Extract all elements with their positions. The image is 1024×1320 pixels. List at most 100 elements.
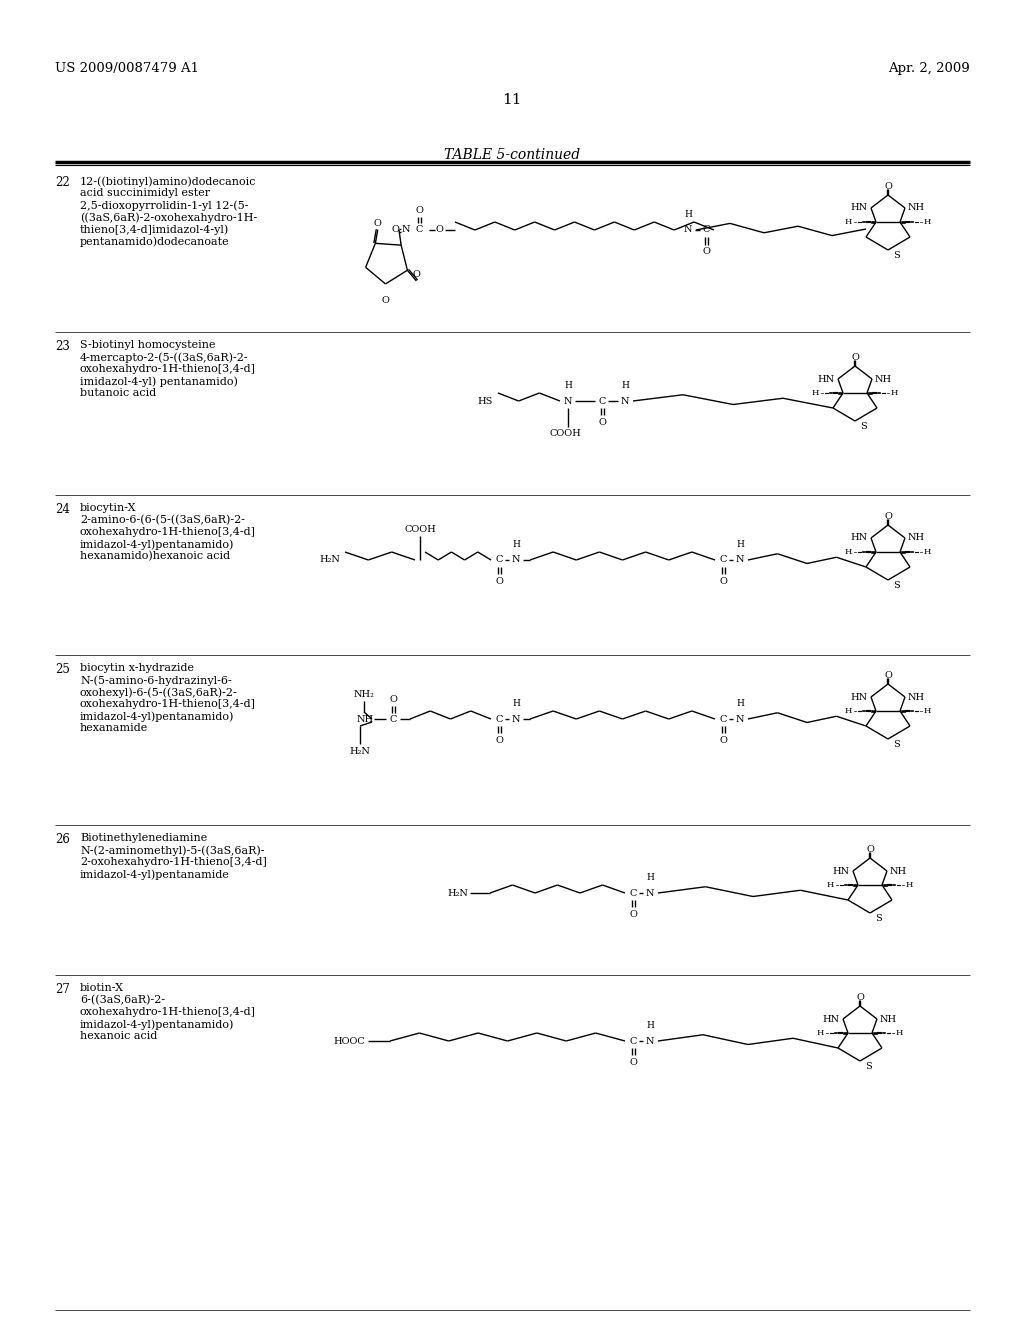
Text: C: C bbox=[719, 556, 727, 565]
Text: H: H bbox=[812, 389, 819, 397]
Text: 12-((biotinyl)amino)dodecanoic: 12-((biotinyl)amino)dodecanoic bbox=[80, 176, 256, 186]
Text: H: H bbox=[924, 708, 932, 715]
Text: O: O bbox=[391, 226, 399, 235]
Text: 2,5-dioxopyrrolidin-1-yl 12-(5-: 2,5-dioxopyrrolidin-1-yl 12-(5- bbox=[80, 201, 249, 211]
Text: N: N bbox=[401, 226, 411, 235]
Text: O: O bbox=[702, 247, 710, 256]
Text: O: O bbox=[495, 737, 503, 744]
Text: COOH: COOH bbox=[549, 429, 581, 438]
Text: HN: HN bbox=[818, 375, 835, 384]
Text: O: O bbox=[495, 577, 503, 586]
Text: H₂N: H₂N bbox=[447, 888, 468, 898]
Text: N-(5-amino-6-hydrazinyl-6-: N-(5-amino-6-hydrazinyl-6- bbox=[80, 675, 231, 685]
Text: O: O bbox=[629, 1059, 637, 1067]
Text: imidazol-4-yl)pentanamido): imidazol-4-yl)pentanamido) bbox=[80, 539, 234, 549]
Text: NH: NH bbox=[908, 693, 925, 701]
Text: 25: 25 bbox=[55, 663, 70, 676]
Text: NH: NH bbox=[908, 203, 925, 213]
Text: H: H bbox=[816, 1030, 824, 1038]
Text: C: C bbox=[496, 714, 503, 723]
Text: N: N bbox=[646, 888, 654, 898]
Text: O: O bbox=[389, 696, 397, 704]
Text: O: O bbox=[884, 671, 892, 680]
Text: biocytin-X: biocytin-X bbox=[80, 503, 136, 513]
Text: HN: HN bbox=[833, 866, 850, 875]
Text: imidazol-4-yl)pentanamide: imidazol-4-yl)pentanamide bbox=[80, 869, 229, 879]
Text: 11: 11 bbox=[502, 92, 522, 107]
Text: C: C bbox=[630, 1036, 637, 1045]
Text: O: O bbox=[435, 226, 443, 235]
Text: O: O bbox=[884, 182, 892, 191]
Text: 26: 26 bbox=[55, 833, 70, 846]
Text: H: H bbox=[906, 880, 913, 888]
Text: HN: HN bbox=[823, 1015, 840, 1023]
Text: biocytin x-hydrazide: biocytin x-hydrazide bbox=[80, 663, 194, 673]
Text: O: O bbox=[415, 206, 423, 215]
Text: 2-amino-6-(6-(5-((3aS,6aR)-2-: 2-amino-6-(6-(5-((3aS,6aR)-2- bbox=[80, 515, 245, 525]
Text: S: S bbox=[893, 251, 900, 260]
Text: H: H bbox=[736, 540, 744, 549]
Text: O: O bbox=[851, 352, 859, 362]
Text: H: H bbox=[924, 218, 932, 226]
Text: H: H bbox=[924, 548, 932, 556]
Text: biotin-X: biotin-X bbox=[80, 983, 124, 993]
Text: O: O bbox=[719, 577, 727, 586]
Text: H₂N: H₂N bbox=[319, 556, 340, 565]
Text: NH: NH bbox=[357, 714, 374, 723]
Text: N: N bbox=[646, 1036, 654, 1045]
Text: imidazol-4-yl) pentanamido): imidazol-4-yl) pentanamido) bbox=[80, 376, 238, 387]
Text: hexanoic acid: hexanoic acid bbox=[80, 1031, 158, 1041]
Text: hexanamide: hexanamide bbox=[80, 723, 148, 733]
Text: O: O bbox=[866, 845, 873, 854]
Text: S: S bbox=[893, 741, 900, 748]
Text: H: H bbox=[845, 548, 852, 556]
Text: H: H bbox=[512, 700, 520, 708]
Text: C: C bbox=[389, 714, 396, 723]
Text: NH: NH bbox=[890, 866, 907, 875]
Text: N: N bbox=[736, 714, 744, 723]
Text: O: O bbox=[884, 512, 892, 521]
Text: oxohexahydro-1H-thieno[3,4-d]: oxohexahydro-1H-thieno[3,4-d] bbox=[80, 527, 256, 537]
Text: oxohexahydro-1H-thieno[3,4-d]: oxohexahydro-1H-thieno[3,4-d] bbox=[80, 1007, 256, 1016]
Text: 27: 27 bbox=[55, 983, 70, 997]
Text: US 2009/0087479 A1: US 2009/0087479 A1 bbox=[55, 62, 199, 75]
Text: HS: HS bbox=[477, 396, 493, 405]
Text: NH₂: NH₂ bbox=[353, 690, 375, 700]
Text: H: H bbox=[845, 218, 852, 226]
Text: C: C bbox=[719, 714, 727, 723]
Text: H: H bbox=[646, 1020, 654, 1030]
Text: butanoic acid: butanoic acid bbox=[80, 388, 157, 399]
Text: N-(2-aminomethyl)-5-((3aS,6aR)-: N-(2-aminomethyl)-5-((3aS,6aR)- bbox=[80, 845, 264, 855]
Text: O: O bbox=[413, 271, 420, 279]
Text: H: H bbox=[512, 540, 520, 549]
Text: O: O bbox=[381, 296, 389, 305]
Text: O: O bbox=[598, 418, 606, 426]
Text: oxohexahydro-1H-thieno[3,4-d]: oxohexahydro-1H-thieno[3,4-d] bbox=[80, 700, 256, 709]
Text: oxohexyl)-6-(5-((3aS,6aR)-2-: oxohexyl)-6-(5-((3aS,6aR)-2- bbox=[80, 686, 238, 697]
Text: H: H bbox=[891, 389, 898, 397]
Text: S: S bbox=[860, 422, 866, 432]
Text: N: N bbox=[512, 714, 520, 723]
Text: imidazol-4-yl)pentanamido): imidazol-4-yl)pentanamido) bbox=[80, 1019, 234, 1030]
Text: C: C bbox=[416, 226, 423, 235]
Text: 24: 24 bbox=[55, 503, 70, 516]
Text: S: S bbox=[865, 1063, 871, 1071]
Text: N: N bbox=[621, 396, 630, 405]
Text: TABLE 5-continued: TABLE 5-continued bbox=[444, 148, 580, 162]
Text: H: H bbox=[646, 873, 654, 882]
Text: O: O bbox=[629, 909, 637, 919]
Text: N: N bbox=[564, 396, 572, 405]
Text: H: H bbox=[896, 1030, 903, 1038]
Text: thieno[3,4-d]imidazol-4-yl): thieno[3,4-d]imidazol-4-yl) bbox=[80, 224, 229, 235]
Text: N: N bbox=[736, 556, 744, 565]
Text: H₂N: H₂N bbox=[349, 747, 371, 756]
Text: O: O bbox=[719, 737, 727, 744]
Text: oxohexahydro-1H-thieno[3,4-d]: oxohexahydro-1H-thieno[3,4-d] bbox=[80, 364, 256, 374]
Text: imidazol-4-yl)pentanamido): imidazol-4-yl)pentanamido) bbox=[80, 711, 234, 722]
Text: acid succinimidyl ester: acid succinimidyl ester bbox=[80, 187, 210, 198]
Text: ((3aS,6aR)-2-oxohexahydro-1H-: ((3aS,6aR)-2-oxohexahydro-1H- bbox=[80, 213, 257, 223]
Text: HN: HN bbox=[851, 533, 868, 543]
Text: C: C bbox=[702, 226, 710, 235]
Text: C: C bbox=[598, 396, 605, 405]
Text: C: C bbox=[496, 556, 503, 565]
